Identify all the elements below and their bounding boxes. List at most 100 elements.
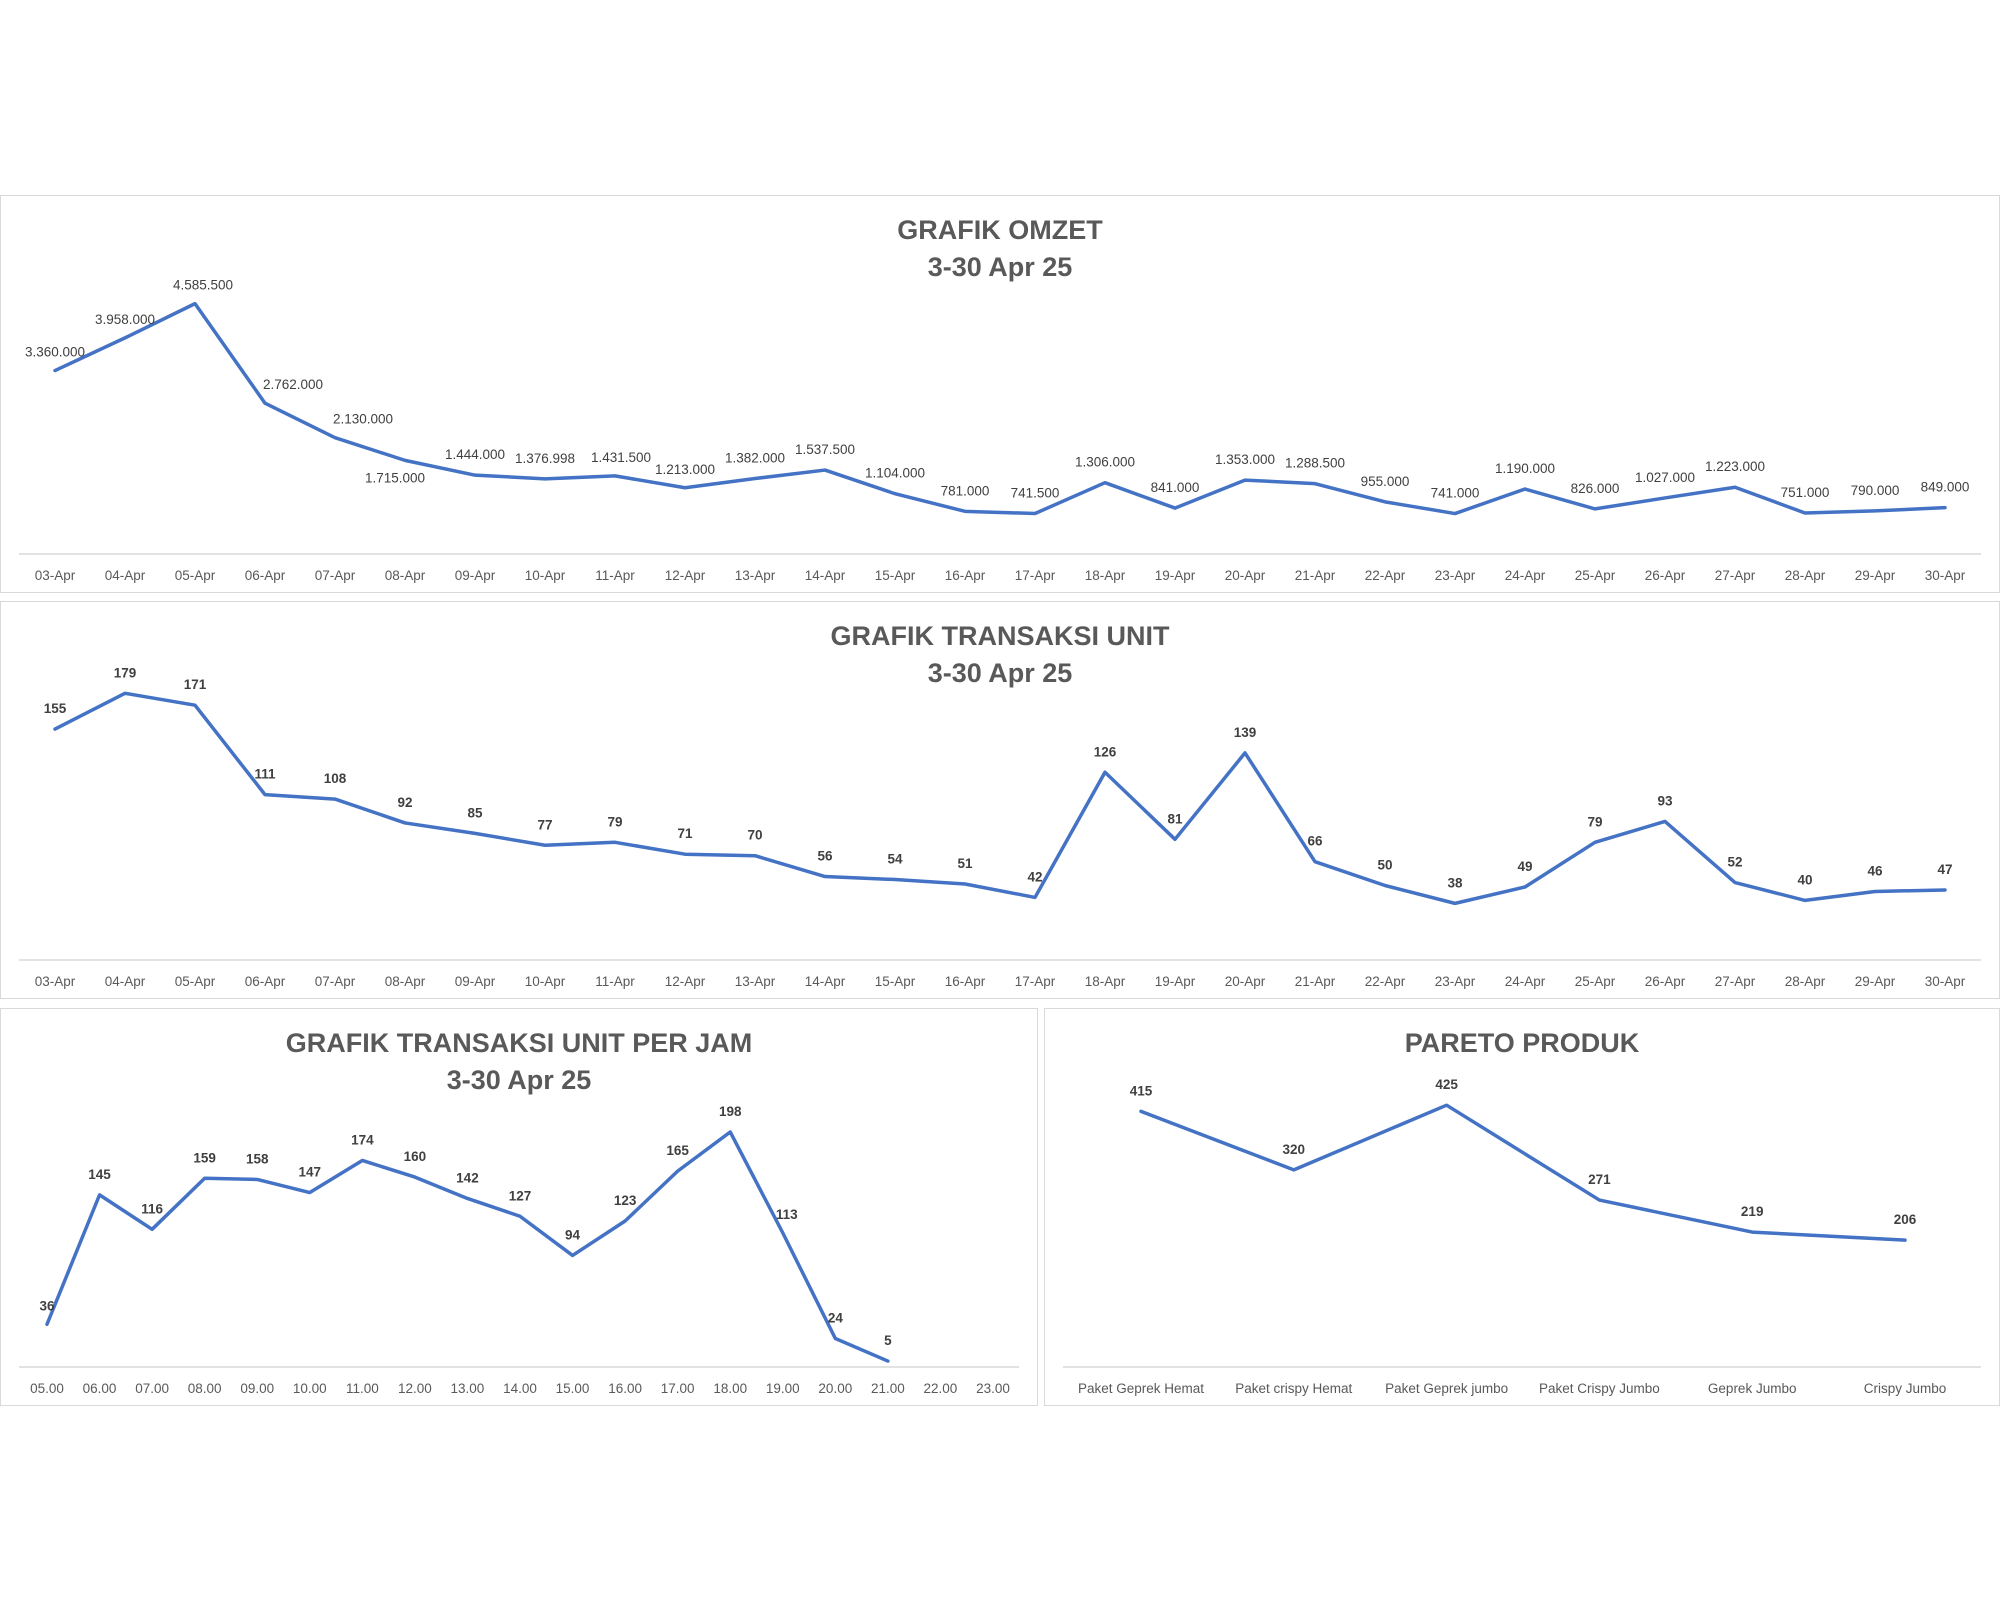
hourly-data-label: 198: [719, 1104, 742, 1119]
unit-data-label: 179: [114, 665, 137, 680]
hourly-data-label: 127: [509, 1188, 532, 1203]
omzet-x-tick-label: 19-Apr: [1155, 568, 1196, 583]
unit-chart-plot: 03-Apr 04-Apr 05-Apr 06-Apr 07-Apr 08-Apr 09-A…: [19, 665, 1981, 989]
unit-x-tick-label: 10-Apr: [525, 974, 566, 989]
unit-data-label: 79: [607, 814, 622, 829]
unit-data-label: 51: [957, 856, 973, 871]
unit-x-tick-label: 29-Apr: [1855, 974, 1896, 989]
hourly-data-label: 165: [666, 1143, 689, 1158]
omzet-data-label: 1.306.000: [1075, 455, 1135, 470]
omzet-data-label: 955.000: [1361, 474, 1410, 489]
hourly-x-tick-label: 17.00: [661, 1381, 695, 1396]
unit-chart-subtitle: 3-30 Apr 25: [927, 658, 1073, 688]
hourly-chart-title-block: GRAFIK TRANSAKSI UNIT PER JAM 3-30 Apr 2…: [1, 1025, 1037, 1099]
omzet-data-label: 1.104.000: [865, 466, 925, 481]
omzet-x-tick-label: 21-Apr: [1295, 568, 1336, 583]
hourly-chart-title: GRAFIK TRANSAKSI UNIT PER JAM: [285, 1028, 753, 1058]
omzet-data-label: 849.000: [1921, 480, 1970, 495]
omzet-chart-title-block: GRAFIK OMZET 3-30 Apr 25: [1, 212, 1999, 286]
unit-data-label: 93: [1657, 793, 1673, 808]
hourly-data-label: 174: [351, 1132, 374, 1147]
omzet-data-label: 741.500: [1011, 486, 1060, 501]
pareto-data-label: 219: [1741, 1204, 1764, 1219]
hourly-x-tick-label: 10.00: [293, 1381, 327, 1396]
hourly-x-tick-label: 20.00: [818, 1381, 852, 1396]
omzet-x-tick-label: 08-Apr: [385, 568, 426, 583]
omzet-data-label: 1.288.500: [1285, 456, 1345, 471]
unit-data-label: 50: [1377, 858, 1392, 873]
pareto-x-tick-label: Paket Crispy Jumbo: [1539, 1381, 1660, 1396]
unit-data-label: 52: [1727, 855, 1742, 870]
unit-data-label: 111: [254, 767, 276, 782]
unit-x-tick-label: 18-Apr: [1085, 974, 1126, 989]
unit-data-label: 56: [817, 849, 833, 864]
omzet-x-tick-label: 03-Apr: [35, 568, 76, 583]
unit-chart-panel: GRAFIK TRANSAKSI UNIT 3-30 Apr 25 03-Apr…: [0, 601, 2000, 999]
hourly-chart-panel: GRAFIK TRANSAKSI UNIT PER JAM 3-30 Apr 2…: [0, 1008, 1038, 1406]
unit-x-tick-label: 27-Apr: [1715, 974, 1756, 989]
unit-data-label: 126: [1094, 744, 1117, 759]
omzet-chart-title: GRAFIK OMZET: [897, 215, 1103, 245]
omzet-data-label: 751.000: [1781, 485, 1830, 500]
pareto-data-label: 271: [1588, 1172, 1611, 1187]
omzet-data-label: 3.360.000: [25, 345, 85, 360]
omzet-x-tick-label: 28-Apr: [1785, 568, 1826, 583]
hourly-x-tick-label: 18.00: [713, 1381, 747, 1396]
unit-data-label: 49: [1517, 859, 1532, 874]
omzet-x-tick-label: 25-Apr: [1575, 568, 1616, 583]
hourly-x-tick-label: 21.00: [871, 1381, 905, 1396]
pareto-data-label: 206: [1894, 1212, 1917, 1227]
hourly-x-tick-label: 15.00: [556, 1381, 590, 1396]
omzet-chart-panel: GRAFIK OMZET 3-30 Apr 25 03-Apr 04-Apr 05-…: [0, 195, 2000, 593]
omzet-x-tick-label: 22-Apr: [1365, 568, 1406, 583]
omzet-data-label: 841.000: [1151, 480, 1200, 495]
pareto-chart-plot: Paket Geprek Hemat Paket crispy Hemat Pake…: [1063, 1077, 1981, 1396]
hourly-x-tick-label: 05.00: [30, 1381, 64, 1396]
unit-data-label: 79: [1587, 814, 1602, 829]
hourly-data-label: 113: [776, 1207, 798, 1222]
unit-x-tick-label: 26-Apr: [1645, 974, 1686, 989]
omzet-data-label: 790.000: [1851, 483, 1900, 498]
pareto-data-label: 415: [1130, 1083, 1153, 1098]
hourly-chart-subtitle: 3-30 Apr 25: [446, 1065, 592, 1095]
unit-x-tick-label: 08-Apr: [385, 974, 426, 989]
omzet-x-tick-label: 23-Apr: [1435, 568, 1476, 583]
hourly-x-tick-label: 16.00: [608, 1381, 642, 1396]
hourly-data-label: 24: [828, 1311, 844, 1326]
unit-chart-title: GRAFIK TRANSAKSI UNIT: [830, 621, 1170, 651]
unit-data-label: 71: [677, 826, 693, 841]
unit-data-label: 92: [397, 795, 412, 810]
omzet-data-label: 1.223.000: [1705, 459, 1765, 474]
hourly-data-label: 123: [614, 1193, 637, 1208]
omzet-x-tick-label: 09-Apr: [455, 568, 496, 583]
unit-data-label: 38: [1447, 875, 1463, 890]
pareto-x-tick-label: Geprek Jumbo: [1708, 1381, 1797, 1396]
unit-chart-title-block: GRAFIK TRANSAKSI UNIT 3-30 Apr 25: [1, 618, 1999, 692]
omzet-x-tick-label: 15-Apr: [875, 568, 916, 583]
omzet-x-tick-label: 30-Apr: [1925, 568, 1966, 583]
omzet-x-tick-label: 11-Apr: [595, 568, 635, 583]
unit-data-label: 54: [887, 852, 903, 867]
unit-data-label: 139: [1234, 725, 1257, 740]
pareto-x-tick-label: Paket Geprek Hemat: [1078, 1381, 1204, 1396]
unit-x-tick-label: 09-Apr: [455, 974, 496, 989]
hourly-data-label: 145: [88, 1167, 111, 1182]
omzet-data-label: 1.190.000: [1495, 461, 1555, 476]
hourly-x-tick-label: 11.00: [346, 1381, 379, 1396]
omzet-data-label: 1.382.000: [725, 451, 785, 466]
omzet-x-tick-label: 07-Apr: [315, 568, 356, 583]
omzet-x-tick-label: 18-Apr: [1085, 568, 1126, 583]
hourly-x-tick-label: 14.00: [503, 1381, 537, 1396]
omzet-x-tick-label: 29-Apr: [1855, 568, 1896, 583]
unit-x-tick-label: 17-Apr: [1015, 974, 1056, 989]
omzet-x-tick-label: 12-Apr: [665, 568, 706, 583]
hourly-x-tick-label: 07.00: [135, 1381, 169, 1396]
unit-x-tick-label: 11-Apr: [595, 974, 635, 989]
hourly-data-label: 158: [246, 1151, 269, 1166]
unit-x-tick-label: 30-Apr: [1925, 974, 1966, 989]
omzet-x-tick-label: 13-Apr: [735, 568, 776, 583]
omzet-x-tick-label: 10-Apr: [525, 568, 566, 583]
omzet-data-label: 4.585.500: [173, 278, 233, 293]
omzet-x-tick-label: 26-Apr: [1645, 568, 1686, 583]
hourly-x-tick-label: 12.00: [398, 1381, 432, 1396]
